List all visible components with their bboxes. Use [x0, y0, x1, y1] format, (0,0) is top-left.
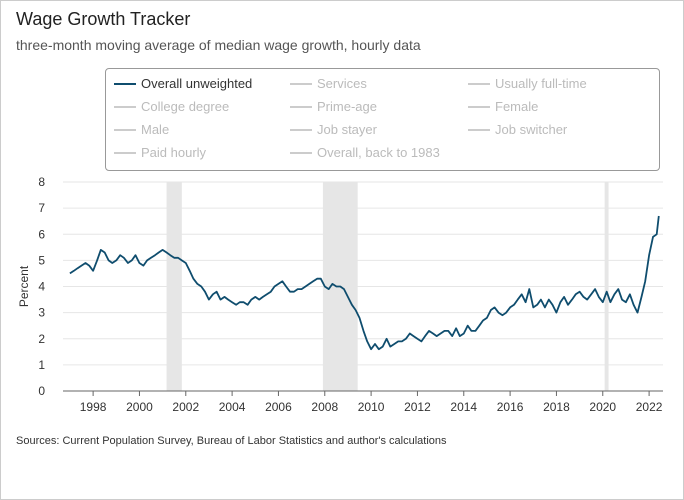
x-tick-label: 2008 — [311, 400, 338, 414]
legend-item-college-degree[interactable]: College degree — [114, 99, 229, 114]
legend-swatch — [468, 105, 490, 108]
x-tick-label: 2002 — [172, 400, 199, 414]
y-tick-label: 0 — [38, 384, 45, 398]
legend-item-usually-full-time[interactable]: Usually full-time — [468, 76, 587, 91]
legend-item-prime-age[interactable]: Prime-age — [290, 99, 377, 114]
x-tick-label: 2020 — [589, 400, 616, 414]
x-tick-label: 2014 — [450, 400, 477, 414]
legend: Overall unweighted Services Usually full… — [105, 68, 660, 171]
legend-swatch — [114, 82, 136, 85]
legend-swatch — [290, 105, 312, 108]
legend-swatch — [468, 128, 490, 131]
legend-swatch — [290, 82, 312, 85]
legend-swatch — [114, 105, 136, 108]
x-tick-label: 1998 — [80, 400, 107, 414]
y-tick-label: 6 — [38, 227, 45, 241]
legend-label: Job stayer — [317, 122, 377, 137]
x-tick-label: 2010 — [358, 400, 385, 414]
axes: 0 1 2 3 4 5 6 7 8 1998 2000 2002 2004 2006 2008 2010 201… — [38, 175, 663, 414]
legend-label: College degree — [141, 99, 230, 114]
legend-swatch — [114, 128, 136, 131]
x-tick-label: 2022 — [636, 400, 663, 414]
legend-label: Overall unweighted — [141, 76, 253, 91]
chart-title: Wage Growth Tracker — [16, 9, 191, 29]
x-tick-label: 2012 — [404, 400, 431, 414]
x-tick-label: 2006 — [265, 400, 292, 414]
legend-label: Overall, back to 1983 — [317, 145, 440, 160]
legend-item-job-stayer[interactable]: Job stayer — [290, 122, 377, 137]
y-tick-label: 7 — [38, 201, 45, 215]
legend-label: Male — [141, 122, 170, 137]
legend-swatch — [290, 128, 312, 131]
x-tick-label: 2016 — [497, 400, 524, 414]
y-tick-label: 3 — [38, 306, 45, 320]
y-tick-label: 1 — [38, 358, 45, 372]
x-tick-label: 2018 — [543, 400, 570, 414]
legend-label: Female — [495, 99, 539, 114]
legend-label: Services — [317, 76, 367, 91]
gridlines — [63, 181, 663, 366]
chart-subtitle: three-month moving average of median wag… — [16, 37, 421, 53]
legend-label: Job switcher — [495, 122, 568, 137]
legend-item-overall-unweighted[interactable]: Overall unweighted — [114, 76, 252, 91]
y-tick-label: 8 — [38, 175, 45, 189]
legend-swatch — [290, 151, 312, 154]
legend-label: Paid hourly — [141, 145, 207, 160]
y-tick-label: 2 — [38, 332, 45, 346]
legend-item-female[interactable]: Female — [468, 99, 538, 114]
y-tick-label: 5 — [38, 253, 45, 267]
legend-item-male[interactable]: Male — [114, 122, 169, 137]
y-tick-label: 4 — [38, 280, 45, 294]
legend-item-overall-back-to-1983[interactable]: Overall, back to 1983 — [290, 145, 440, 160]
legend-swatch — [114, 151, 136, 154]
legend-label: Usually full-time — [495, 76, 587, 91]
source-note: Sources: Current Population Survey, Bure… — [16, 435, 447, 447]
x-tick-label: 2000 — [126, 400, 153, 414]
x-tick-label: 2004 — [219, 400, 246, 414]
legend-item-job-switcher[interactable]: Job switcher — [468, 122, 567, 137]
legend-label: Prime-age — [317, 99, 377, 114]
legend-swatch — [468, 82, 490, 85]
legend-item-paid-hourly[interactable]: Paid hourly — [114, 145, 206, 160]
legend-item-services[interactable]: Services — [290, 76, 367, 91]
series-line-overall-unweighted — [69, 215, 660, 351]
y-axis-title: Percent — [17, 265, 31, 307]
chart-canvas: 0 1 2 3 4 5 6 7 8 1998 2000 2002 2004 2006 2008 2010 201… — [17, 175, 663, 414]
series-lines — [69, 215, 660, 351]
